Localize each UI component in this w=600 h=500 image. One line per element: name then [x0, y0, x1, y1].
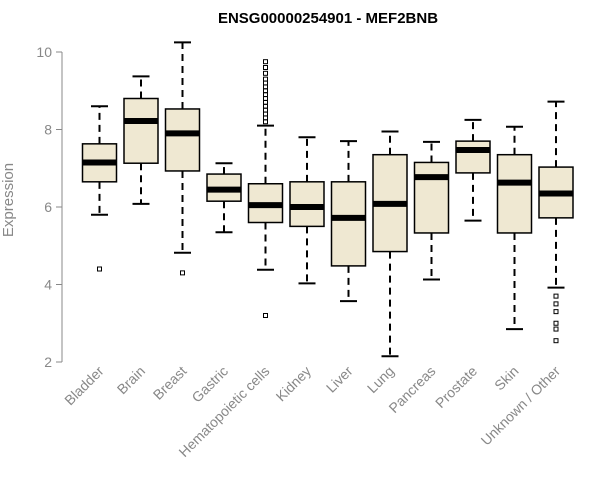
box-iqr	[123, 97, 159, 164]
box-group	[496, 125, 533, 331]
box-iqr	[413, 161, 450, 234]
outlier-point	[553, 309, 559, 315]
box-group	[413, 140, 450, 281]
box-group	[330, 140, 367, 303]
box-iqr	[455, 140, 491, 174]
box-group	[81, 105, 118, 272]
y-tick-label: 4	[44, 277, 52, 293]
box-group	[247, 59, 284, 318]
y-tick-label: 8	[44, 122, 52, 138]
box-group	[123, 75, 159, 205]
category-label: Prostate	[432, 363, 480, 411]
box-group	[455, 118, 491, 222]
outlier-point	[263, 59, 268, 65]
box-group	[538, 100, 574, 344]
outlier-point	[263, 70, 268, 76]
y-axis-label: Expression	[0, 163, 17, 237]
category-label: Skin	[491, 363, 522, 394]
boxes	[81, 41, 574, 358]
outlier-point	[180, 270, 185, 276]
category-label: Brain	[114, 363, 148, 397]
y-tick-label: 10	[36, 44, 52, 60]
category-label: Liver	[323, 363, 356, 396]
box-group	[164, 41, 201, 276]
y-tick-label: 6	[44, 199, 52, 215]
outlier-point	[553, 338, 559, 344]
category-label: Bladder	[61, 363, 107, 409]
box-group	[372, 130, 408, 358]
outlier-point	[553, 301, 559, 307]
box-group	[206, 162, 242, 234]
box-iqr	[164, 108, 201, 172]
outlier-point	[553, 293, 559, 299]
outlier-point	[263, 313, 268, 318]
outlier-point	[553, 320, 559, 326]
outlier-point	[263, 76, 268, 82]
category-label: Kidney	[273, 363, 315, 405]
outlier-point	[263, 65, 268, 70]
y-tick-label: 2	[44, 354, 52, 370]
category-label: Unknown / Other	[478, 363, 564, 449]
box-group	[289, 136, 325, 285]
category-label: Lung	[364, 363, 397, 396]
box-iqr	[330, 181, 367, 267]
category-label: Breast	[150, 363, 190, 403]
outlier-point	[97, 266, 102, 272]
y-axis: 2 4 6 8 10	[36, 44, 63, 370]
box-iqr	[496, 153, 533, 234]
outlier-point	[553, 326, 559, 332]
chart-title: ENSG00000254901 - MEF2BNB	[218, 10, 438, 27]
